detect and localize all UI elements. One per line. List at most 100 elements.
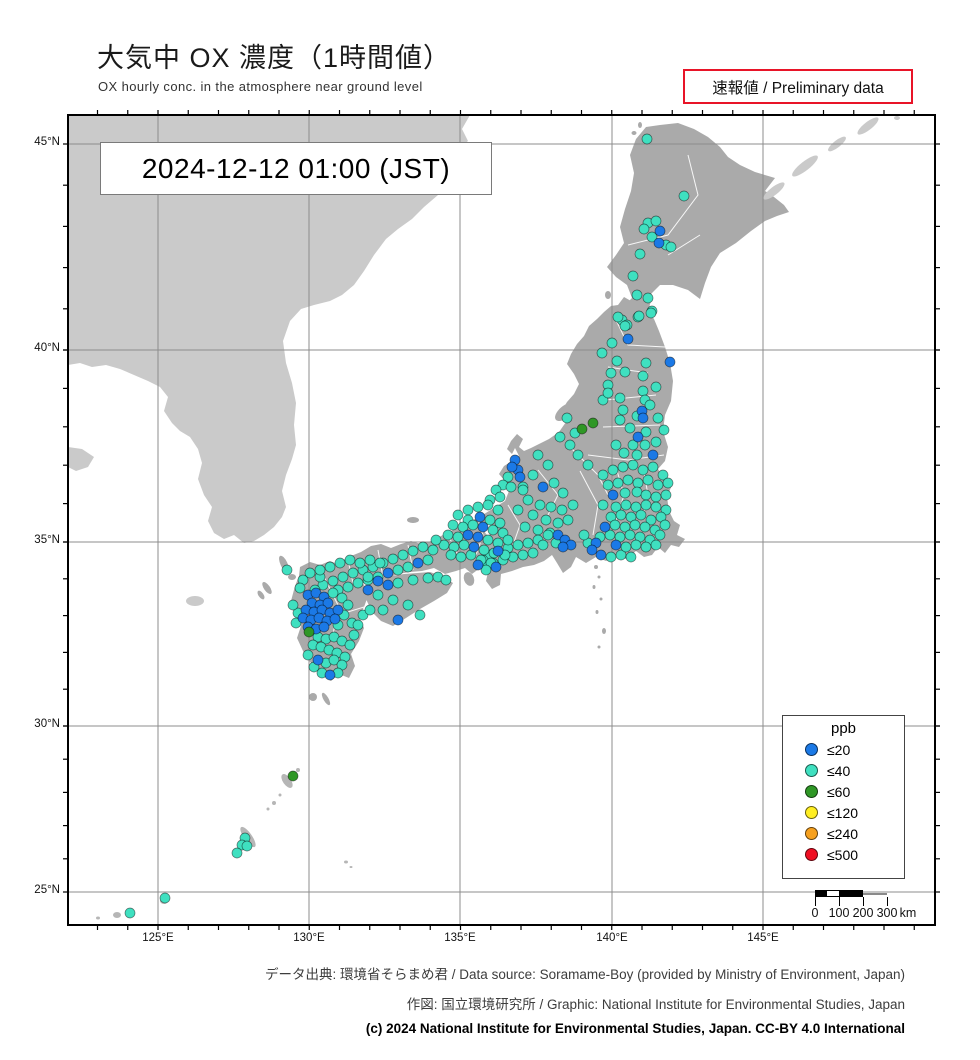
station-dot-le40 [502,471,514,483]
station-dot-le20 [514,471,526,483]
small-island [631,131,637,135]
small-island [638,122,642,128]
station-dot-le40 [494,491,506,503]
station-dot-le40 [344,554,356,566]
small-island [592,585,596,589]
station-dot-le40 [354,557,366,569]
station-dot-le40 [336,592,348,604]
station-dot-le40 [159,892,171,904]
station-dot-le20 [622,333,634,345]
small-island [96,916,100,920]
station-dot-le40 [548,477,560,489]
station-dot-le40 [302,649,314,661]
legend-items: ≤20 ≤40 ≤60 ≤120 ≤240 ≤500 [783,739,904,865]
station-dot-le40 [652,479,664,491]
station-dot-le60 [576,423,588,435]
small-island [599,597,603,601]
station-dot-le40 [452,531,464,543]
station-dot-le40 [650,436,662,448]
station-dot-le40 [337,571,349,583]
station-dot-le20 [477,521,489,533]
station-dot-le40 [631,449,643,461]
station-dot-le40 [287,599,299,611]
station-dot-le40 [304,567,316,579]
station-dot-le40 [630,501,642,513]
station-dot-le40 [402,561,414,573]
small-island [595,610,599,614]
small-island [288,574,296,580]
station-dot-le20 [324,669,336,681]
station-dot-le40 [645,514,657,526]
station-dot-le40 [342,599,354,611]
station-dot-le20 [318,621,330,633]
station-dot-le40 [665,241,677,253]
small-island [602,628,606,634]
station-dot-le40 [527,509,539,521]
lon-label: 135°E [444,932,476,944]
station-dot-le40 [564,439,576,451]
lat-label: 35°N [34,534,60,546]
lon-label: 130°E [293,932,325,944]
station-dot-le20 [372,575,384,587]
station-dot-le40 [534,499,546,511]
station-dot-le40 [631,486,643,498]
station-dot-le40 [607,464,619,476]
small-island [463,572,475,586]
station-dot-le20 [647,449,659,461]
station-dot-le40 [494,517,506,529]
japan-map [63,110,940,930]
lon-label: 125°E [142,932,174,944]
station-dot-le60 [587,417,599,429]
station-dot-le40 [618,447,630,459]
station-dot-le20 [392,614,404,626]
station-dot-le40 [527,547,539,559]
legend-item-label: ≤60 [827,783,851,800]
station-dot-le40 [327,575,339,587]
legend-color-dot [805,848,818,861]
station-dot-le40 [634,248,646,260]
station-dot-le40 [619,521,631,533]
small-island [309,693,317,701]
station-dot-le40 [633,310,645,322]
small-island [594,565,598,569]
station-dot-le40 [625,551,637,563]
station-dot-le40 [642,474,654,486]
station-dot-le40 [597,499,609,511]
station-dot-le40 [641,133,653,145]
station-dot-le40 [650,381,662,393]
station-dot-le40 [639,521,651,533]
station-dot-le40 [324,561,336,573]
station-dot-le40 [348,629,360,641]
station-dot-le40 [542,529,554,541]
station-dot-le40 [447,519,459,531]
station-dot-le40 [487,524,499,536]
station-dot-le40 [517,549,529,561]
legend-color-dot [805,827,818,840]
station-dot-le40 [334,557,346,569]
station-dot-le40 [650,215,662,227]
station-dot-le40 [567,499,579,511]
station-dot-le40 [637,385,649,397]
station-dot-le40 [620,541,632,553]
station-dot-le40 [362,571,374,583]
legend-item-label: ≤40 [827,762,851,779]
station-dot-le20 [586,544,598,556]
station-dot-le40 [632,477,644,489]
station-dot-le20 [332,604,344,616]
legend-item-le240: ≤240 [783,823,904,844]
station-dot-le20 [664,356,676,368]
station-dot-le40 [640,541,652,553]
station-dot-le40 [622,474,634,486]
station-dot-le40 [614,392,626,404]
station-dot-le40 [619,487,631,499]
timestamp-box: 2024-12-12 01:00 (JST) [100,142,492,195]
station-dot-le40 [624,422,636,434]
small-island [266,807,270,811]
station-dot-le40 [619,320,631,332]
small-island [792,155,818,177]
station-dot-le40 [352,577,364,589]
station-dot-le40 [611,355,623,367]
station-dot-le40 [522,494,534,506]
small-island [272,801,276,805]
map-panel: 2024-12-12 01:00 (JST) ppb ≤20 ≤40 ≤60 ≤120… [63,110,940,930]
